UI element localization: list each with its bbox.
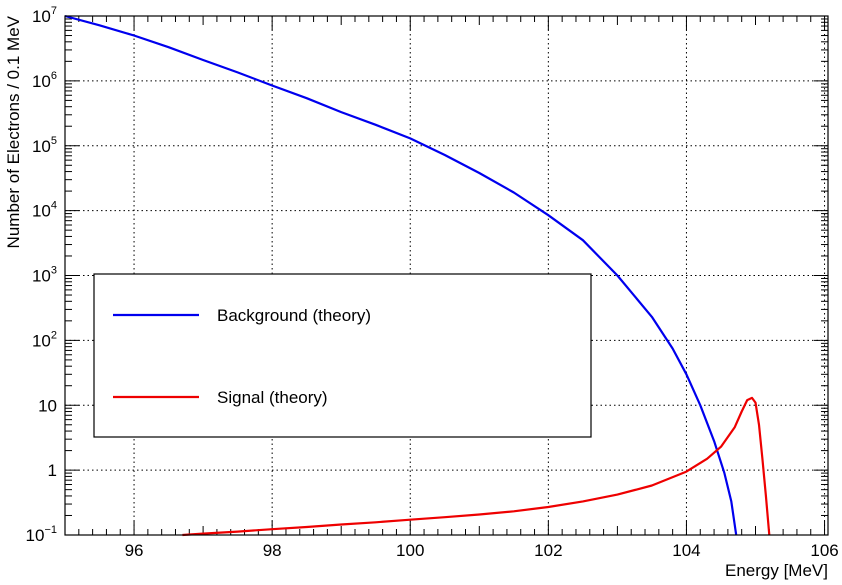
y-tick-label: 102 (32, 329, 57, 350)
series-line-0 (64, 14, 738, 536)
y-tick-label: 104 (32, 200, 57, 221)
y-tick-label: 105 (32, 135, 57, 156)
y-tick-label: 106 (32, 70, 57, 91)
x-tick-label: 102 (534, 541, 562, 560)
legend-label-0: Background (theory) (217, 306, 371, 325)
y-tick-label: 107 (32, 5, 57, 26)
series-line-1 (182, 396, 771, 537)
x-tick-label: 100 (396, 541, 424, 560)
y-tick-label: 10−1 (26, 524, 57, 545)
y-tick-label: 103 (32, 265, 57, 286)
x-axis-title: Energy [MeV] (725, 561, 828, 580)
x-tick-label: 106 (810, 541, 838, 560)
x-tick-label: 96 (125, 541, 144, 560)
y-tick-label: 10 (38, 396, 57, 415)
legend-box (93, 273, 592, 438)
y-axis-title: Number of Electrons / 0.1 MeV (4, 15, 23, 248)
plot-frame (64, 15, 829, 536)
y-tick-label: 1 (48, 461, 57, 480)
x-tick-label: 98 (263, 541, 282, 560)
legend-label-1: Signal (theory) (217, 388, 328, 407)
x-tick-label: 104 (672, 541, 700, 560)
